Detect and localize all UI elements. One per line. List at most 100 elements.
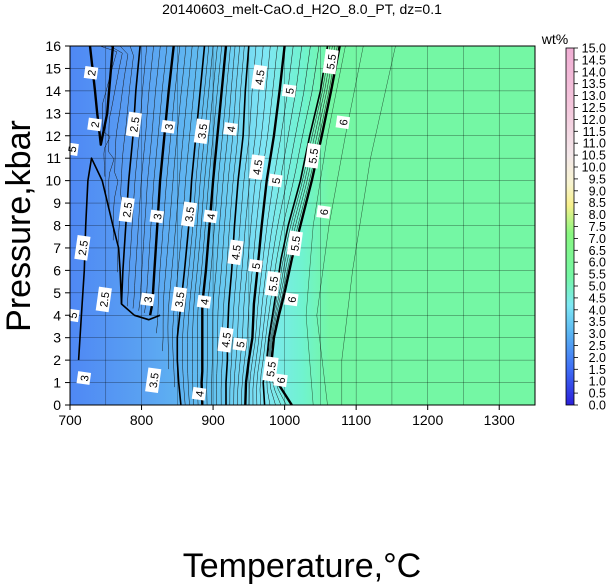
fine-contour-line <box>117 46 134 273</box>
colorbar-tick-label: 13.0 <box>582 89 606 103</box>
y-tick-label: 4 <box>53 307 61 323</box>
contour-label: 5.5 <box>322 48 339 75</box>
contour-label-bg <box>76 371 92 385</box>
contour-label: 4.5 <box>248 154 265 180</box>
contour-label-bg <box>64 142 79 156</box>
y-tick-label: 11 <box>46 150 61 166</box>
colorbar-tick-label: 13.5 <box>582 77 606 91</box>
contour-label-text: 5.5 <box>325 53 339 70</box>
colorbar-tick-label: 6.5 <box>589 244 606 258</box>
contour-label: 3 <box>149 209 165 224</box>
contour-label: 3.5 <box>193 118 210 145</box>
y-tick-label: 6 <box>53 262 61 278</box>
contour-label-text: 2.5 <box>121 202 135 219</box>
contour-label-bg <box>95 286 112 313</box>
contour-label: 4 <box>196 294 212 309</box>
x-axis-label: Temperature,°C <box>183 547 421 585</box>
contour-label: 2 <box>87 117 102 132</box>
y-tick-label: 8 <box>53 218 61 234</box>
contour-label-text: 2.5 <box>98 291 112 308</box>
y-tick-label: 15 <box>45 60 61 76</box>
contour-label-text: 6 <box>286 296 299 304</box>
contour-label-text: 5.5 <box>265 361 279 378</box>
contour-label: 3 <box>76 371 92 385</box>
contour-label: 5 <box>268 173 283 188</box>
colorbar-tick-label: 2.0 <box>589 351 606 365</box>
y-tick-label: 1 <box>53 375 61 391</box>
contour-label: 6 <box>335 115 351 130</box>
colorbar-tick-label: 11.0 <box>583 137 606 151</box>
colorbar-tick-label: 1.0 <box>589 375 606 389</box>
contour-label-text: 3 <box>152 213 165 221</box>
colorbar-tick-label: 5.5 <box>589 268 606 282</box>
contour-label-bg <box>125 111 143 138</box>
fine-contour-line <box>156 46 181 334</box>
contour-label: 3.5 <box>145 367 162 394</box>
colorbar-tick-label: 3.0 <box>589 327 606 341</box>
contour-label: 3.5 <box>170 286 188 313</box>
contour-label-text: 5 <box>251 262 264 270</box>
contour-label-text: 6 <box>319 208 332 216</box>
contour-label-bg <box>248 258 263 273</box>
contour-label: 5.5 <box>262 356 279 382</box>
contour-label-bg <box>217 327 234 353</box>
contour-label: 5 <box>65 308 80 323</box>
contour-label: 5 <box>248 258 264 273</box>
contour-label-bg <box>170 286 188 313</box>
contour-label: 3 <box>160 119 176 134</box>
y-tick-label: 14 <box>45 83 61 99</box>
contour-label-bg <box>316 205 331 219</box>
colorbar-tick-label: 10.5 <box>582 149 606 163</box>
y-tick-label: 12 <box>45 128 61 144</box>
contour-label-bg <box>145 367 162 394</box>
fine-contour-line <box>162 46 187 352</box>
x-tick-label: 1200 <box>412 412 443 428</box>
contour-label-bg <box>227 239 244 266</box>
contour-label: 5.5 <box>264 270 281 297</box>
y-tick-label: 7 <box>53 240 61 256</box>
contour-label-bg <box>65 308 80 323</box>
x-tick-label: 900 <box>201 412 225 428</box>
contour-label: 4 <box>223 122 238 136</box>
contour-label: 6 <box>284 292 299 307</box>
x-tick-label: 1000 <box>269 412 300 428</box>
colorbar-tick-label: 10.0 <box>582 161 606 175</box>
colorbar-tick-label: 8.0 <box>589 208 606 222</box>
y-tick-label: 10 <box>45 173 61 189</box>
colorbar-ticks: 0.00.51.01.52.02.53.03.54.04.55.05.56.06… <box>574 42 606 413</box>
contour-label: 6 <box>273 373 288 388</box>
contour-label-text: 2.5 <box>128 116 142 133</box>
colorbar-tick-label: 11.5 <box>583 125 606 139</box>
contour-label-text: 4.5 <box>251 159 265 176</box>
contour-label-bg <box>140 292 155 307</box>
contour-label: 5 <box>281 83 297 98</box>
contour-label-text: 5 <box>235 341 248 349</box>
colorbar-tick-label: 1.5 <box>589 363 606 377</box>
contour-label-text: 3.5 <box>183 206 197 223</box>
contour-label-text: 3 <box>79 374 92 382</box>
contour-label-bg <box>74 235 91 261</box>
fine-contour-line <box>112 46 129 241</box>
contour-line-4 <box>200 46 228 405</box>
contour-label: 5 <box>64 142 79 156</box>
contour-label-bg <box>281 83 297 98</box>
contour-label-layer: 2 2 2.5 2.5 2.5 2.5 3 3 3 3.5 3.5 3.5 3.5 4 4 4 4 4.5 4.5 4… <box>64 48 351 401</box>
colorbar-tick-label: 2.5 <box>589 339 606 353</box>
fine-contour-line <box>108 46 123 209</box>
contour-label: 2.5 <box>74 235 91 261</box>
contour-label-bg <box>149 209 165 224</box>
fine-contour-line <box>99 46 118 177</box>
colorbar-tick-label: 9.0 <box>589 184 606 198</box>
y-tick-label: 9 <box>53 195 61 211</box>
colorbar-tick-label: 12.0 <box>582 113 606 127</box>
contour-label: 4 <box>203 209 218 224</box>
contour-label-bg <box>286 230 303 257</box>
contour-label: 2.5 <box>95 286 112 313</box>
contour-label-bg <box>264 270 281 297</box>
contour-label-bg <box>262 356 279 382</box>
contour-label-text: 2.5 <box>77 240 91 257</box>
colorbar-tick-label: 14.5 <box>582 53 606 67</box>
contour-label-text: 3.5 <box>173 291 187 308</box>
contour-line-2-5 <box>77 157 161 361</box>
